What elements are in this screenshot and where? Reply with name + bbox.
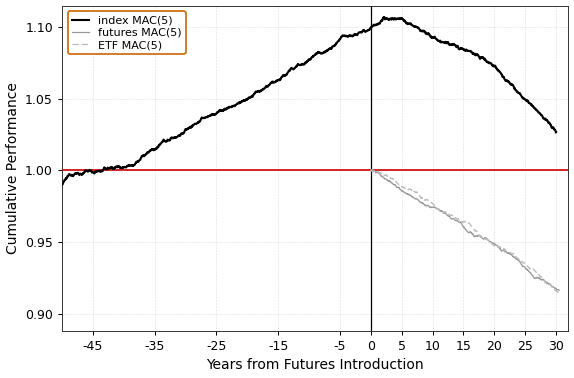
- futures MAC(5): [421, 202, 428, 206]
- index MAC(5): [538, 113, 545, 118]
- ETF MAC(5): [491, 243, 498, 248]
- ETF MAC(5): [414, 191, 421, 195]
- futures MAC(5): [556, 288, 563, 292]
- ETF MAC(5): [427, 200, 434, 204]
- futures MAC(5): [537, 277, 544, 282]
- ETF MAC(5): [367, 168, 374, 173]
- futures MAC(5): [414, 197, 421, 201]
- index MAC(5): [538, 113, 545, 118]
- ETF MAC(5): [556, 291, 563, 296]
- ETF MAC(5): [514, 256, 521, 261]
- ETF MAC(5): [537, 274, 544, 279]
- Y-axis label: Cumulative Performance: Cumulative Performance: [6, 82, 20, 254]
- Line: futures MAC(5): futures MAC(5): [371, 169, 559, 290]
- ETF MAC(5): [421, 197, 428, 202]
- index MAC(5): [59, 183, 65, 187]
- Legend: index MAC(5), futures MAC(5), ETF MAC(5): index MAC(5), futures MAC(5), ETF MAC(5): [68, 11, 185, 54]
- X-axis label: Years from Futures Introduction: Years from Futures Introduction: [207, 358, 424, 372]
- futures MAC(5): [427, 205, 434, 209]
- futures MAC(5): [514, 258, 521, 262]
- Line: ETF MAC(5): ETF MAC(5): [371, 170, 559, 293]
- Line: index MAC(5): index MAC(5): [62, 17, 556, 185]
- index MAC(5): [286, 68, 293, 73]
- index MAC(5): [84, 169, 91, 174]
- index MAC(5): [448, 42, 455, 47]
- futures MAC(5): [369, 167, 375, 172]
- index MAC(5): [381, 15, 387, 19]
- index MAC(5): [299, 62, 306, 67]
- index MAC(5): [553, 130, 560, 134]
- futures MAC(5): [367, 168, 374, 173]
- futures MAC(5): [491, 242, 498, 246]
- ETF MAC(5): [367, 168, 374, 172]
